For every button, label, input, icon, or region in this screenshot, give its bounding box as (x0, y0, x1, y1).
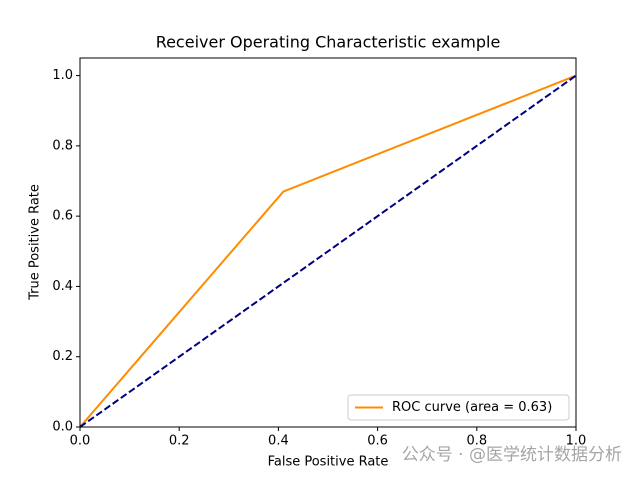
y-tick-label: 1.0 (52, 68, 73, 83)
x-tick-label: 0.4 (268, 434, 289, 449)
legend-label: ROC curve (area = 0.63) (392, 400, 552, 415)
y-tick-label: 0.8 (52, 138, 73, 153)
x-tick-label: 0.6 (367, 434, 388, 449)
x-tick-label: 0.2 (169, 434, 190, 449)
y-tick-label: 0.4 (52, 279, 73, 294)
x-axis-label: False Positive Rate (268, 455, 389, 470)
chart-title: Receiver Operating Characteristic exampl… (156, 33, 501, 52)
line (79, 74, 577, 428)
x-tick-label: 1.0 (566, 434, 587, 449)
x-tick-label: 0.0 (70, 434, 91, 449)
y-tick-label: 0.6 (52, 209, 73, 224)
x-tick-label: 0.8 (466, 434, 487, 449)
watermark: 公众号 · @医学统计数据分析 (402, 445, 622, 465)
line (79, 74, 577, 428)
y-tick-label: 0.0 (52, 420, 73, 435)
legend-box (347, 394, 570, 421)
y-axis-label: True Positive Rate (28, 184, 43, 301)
plot-frame (79, 57, 577, 428)
y-tick-label: 0.2 (52, 349, 73, 364)
